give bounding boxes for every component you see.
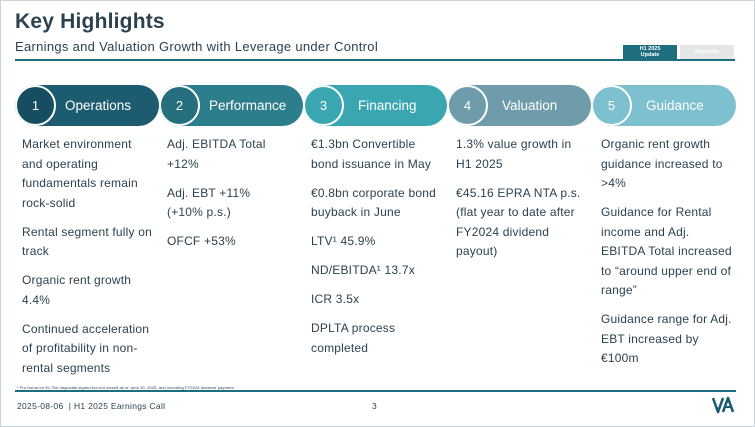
step-performance: 2 Performance xyxy=(159,85,303,126)
highlight-text: Continued acceleration of profitability … xyxy=(22,321,150,375)
step-financing: 3 Financing xyxy=(303,85,447,126)
tab-label-line2: Update xyxy=(640,52,660,58)
step-guidance: 5 Guidance xyxy=(591,85,736,126)
tab-label-line1: H1 2025 xyxy=(639,45,661,52)
footer-divider xyxy=(15,390,736,392)
step-label: Financing xyxy=(358,98,417,113)
footer-info: 2025-08-06 | H1 2025 Earnings Call xyxy=(17,401,166,411)
highlight-text: LTV¹ 45.9% xyxy=(311,234,376,248)
highlight-text: OFCF +53% xyxy=(167,234,236,248)
title-divider xyxy=(15,59,735,61)
highlight-text: ND/EBITDA¹ 13.7x xyxy=(311,263,415,277)
step-label: Guidance xyxy=(646,98,704,113)
step-number: 1 xyxy=(15,85,56,126)
highlight-text: DPLTA process completed xyxy=(311,321,396,355)
tab-label: Appendix xyxy=(694,48,720,55)
step-label: Valuation xyxy=(502,98,558,113)
highlight-text: Market environment and operating fundame… xyxy=(22,137,138,210)
step-operations: 1 Operations xyxy=(15,85,159,126)
highlight-text: 1.3% value growth in H1 2025 xyxy=(456,137,572,171)
highlight-text: €1.3bn Convertible bond issuance in May xyxy=(311,137,432,171)
highlight-text: Organic rent growth guidance increased t… xyxy=(601,137,723,190)
footer-event: H1 2025 Earnings Call xyxy=(73,401,166,411)
page-number: 3 xyxy=(372,401,377,411)
highlight-text: Adj. EBITDA Total +12% xyxy=(167,137,266,171)
column-valuation: 1.3% value growth in H1 2025 €45.16 EPRA… xyxy=(456,135,584,271)
highlight-text: ICR 3.5x xyxy=(311,292,360,306)
step-number: 3 xyxy=(303,85,344,126)
tab-appendix[interactable]: Appendix xyxy=(680,45,734,59)
highlight-text: Adj. EBT +11% (+10% p.s.) xyxy=(167,185,251,220)
column-guidance: Organic rent growth guidance increased t… xyxy=(601,135,736,378)
logo-icon xyxy=(711,396,735,414)
highlight-text: Rental segment fully on track xyxy=(22,224,153,259)
highlight-text: Organic rent growth 4.4% xyxy=(22,273,132,307)
highlight-text: €0.8bn corporate bond buyback in June xyxy=(311,185,436,220)
page-subtitle: Earnings and Valuation Growth with Lever… xyxy=(15,39,379,54)
step-number: 4 xyxy=(447,85,488,126)
footnote: ¹ Pro forma for €1.7bn disposals signed … xyxy=(17,385,235,390)
step-number: 2 xyxy=(159,85,200,126)
highlight-text: Guidance for Rental income and Adj. EBIT… xyxy=(601,205,732,297)
step-valuation: 4 Valuation xyxy=(447,85,591,126)
footer-date: 2025-08-06 xyxy=(17,401,64,411)
step-label: Performance xyxy=(209,98,287,113)
step-label: Operations xyxy=(65,98,132,113)
column-operations: Market environment and operating fundame… xyxy=(22,135,152,388)
tab-h1-2025-update[interactable]: H1 2025 Update xyxy=(623,45,677,59)
page-title: Key Highlights xyxy=(15,10,165,33)
company-logo xyxy=(711,395,737,415)
column-financing: €1.3bn Convertible bond issuance in May … xyxy=(311,135,441,368)
highlight-text: €45.16 EPRA NTA p.s. (flat year to date … xyxy=(456,185,581,259)
step-number: 5 xyxy=(591,85,632,126)
column-performance: Adj. EBITDA Total +12% Adj. EBT +11% (+1… xyxy=(167,135,277,261)
highlight-text: Guidance range for Adj. EBT increased by… xyxy=(601,312,732,365)
